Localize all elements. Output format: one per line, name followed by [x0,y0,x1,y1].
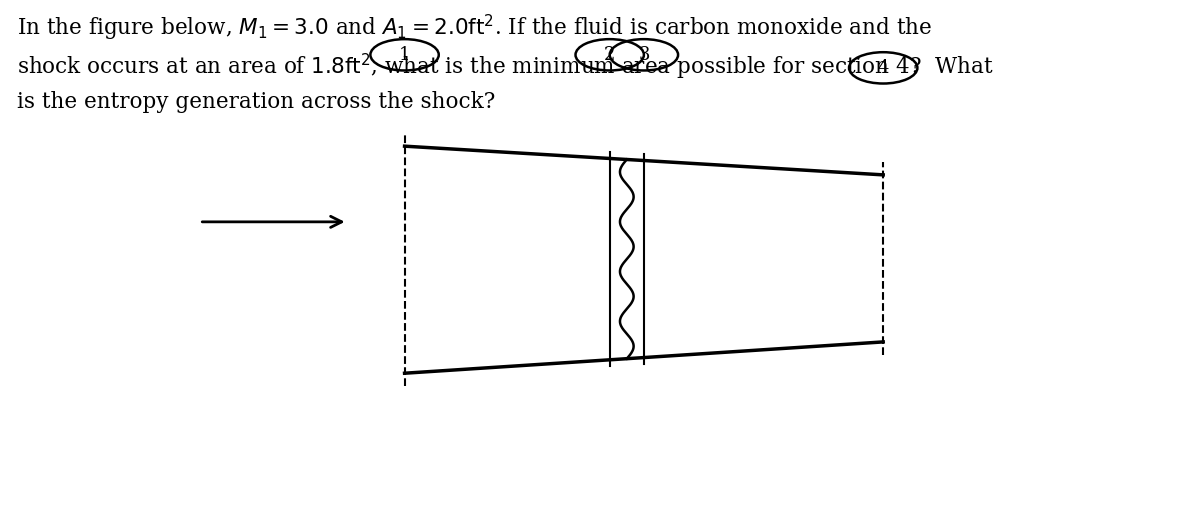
Text: 1: 1 [398,46,410,64]
Text: 2: 2 [604,46,616,64]
Text: 3: 3 [638,46,649,64]
Text: In the figure below, $M_1 = 3.0$ and $A_1 = 2.0\mathrm{ft}^2$. If the fluid is c: In the figure below, $M_1 = 3.0$ and $A_… [17,13,932,43]
Text: is the entropy generation across the shock?: is the entropy generation across the sho… [17,91,496,113]
Text: shock occurs at an area of $1.8\mathrm{ft}^2$, what is the minimum area possible: shock occurs at an area of $1.8\mathrm{f… [17,52,994,82]
Text: 4: 4 [877,59,889,77]
